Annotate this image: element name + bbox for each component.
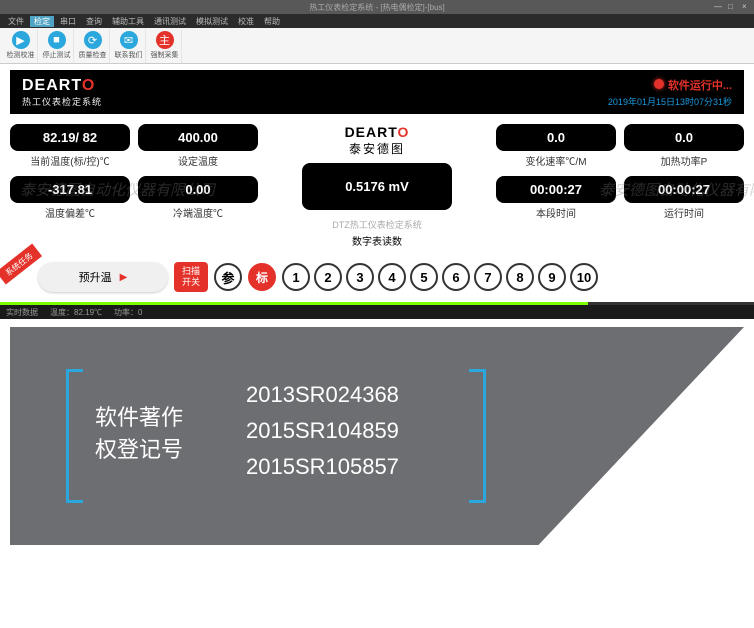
card-rate: 0.0 <box>496 124 616 151</box>
close-button[interactable]: × <box>742 3 750 11</box>
reading-card: 0.5176 mV <box>302 163 452 210</box>
card-seg-time: 00:00:27 <box>496 176 616 203</box>
status-block: 软件运行中... 2019年01月15日13时07分31秒 <box>608 77 732 108</box>
toolbar-button[interactable]: ■停止测试 <box>40 29 74 63</box>
statusbar: 实时数据 温度：82.19℃ 功率：0 <box>0 305 754 319</box>
card-power: 0.0 <box>624 124 744 151</box>
label-run-time: 运行时间 <box>624 205 744 220</box>
toolbar-icon: 主 <box>156 31 174 49</box>
brand-accent: O <box>82 77 95 94</box>
center-brand-sub: 泰安德图 <box>349 140 405 157</box>
logo: DEARTO 热工仪表检定系统 <box>22 77 102 108</box>
label-dev: 温度偏差℃ <box>10 205 130 220</box>
param-circle[interactable]: 参 <box>214 263 242 291</box>
label-power: 加热功率P <box>624 153 744 168</box>
menu-item[interactable]: 辅助工具 <box>108 16 148 27</box>
menu-item[interactable]: 校准 <box>234 16 258 27</box>
timestamp: 2019年01月15日13时07分31秒 <box>608 95 732 108</box>
minimize-button[interactable]: — <box>714 3 722 11</box>
card-cold: 0.00 <box>138 176 258 203</box>
label-curr-temp: 当前温度(标/控)℃ <box>10 153 130 168</box>
label-seg-time: 本段时间 <box>496 205 616 220</box>
menu-item[interactable]: 检定 <box>30 16 54 27</box>
card-set-temp: 400.00 <box>138 124 258 151</box>
statusbar-item: 温度：82.19℃ <box>50 307 102 318</box>
channel-circles: 12345678910 <box>282 263 598 291</box>
center-block: DEARTO 泰安德图 0.5176 mV DTZ热工仪表检定系统 数字表读数 <box>266 124 488 248</box>
standard-circle[interactable]: 标 <box>248 263 276 291</box>
toolbar-icon: ■ <box>48 31 66 49</box>
menu-item[interactable]: 模拟测试 <box>192 16 232 27</box>
channel-circle[interactable]: 10 <box>570 263 598 291</box>
titlebar: 热工仪表检定系统 - [热电偶检定]-[bus] — □ × <box>0 0 754 14</box>
status-text: 软件运行中... <box>668 80 732 92</box>
main-panel: 泰安德图自动化仪器有限公司 泰安德图自动化仪器有限公司 DEARTO 热工仪表检… <box>0 64 754 302</box>
toolbar-button[interactable]: ✉联系我们 <box>112 29 146 63</box>
preheat-button[interactable]: 预升温▶ <box>38 262 168 292</box>
channel-circle[interactable]: 9 <box>538 263 566 291</box>
channel-circle[interactable]: 2 <box>314 263 342 291</box>
menu-item[interactable]: 串口 <box>56 16 80 27</box>
channel-circle[interactable]: 8 <box>506 263 534 291</box>
scan-switch-button[interactable]: 扫描开关 <box>174 262 208 292</box>
brand-text: DEART <box>22 77 82 94</box>
toolbar-icon: ✉ <box>120 31 138 49</box>
metrics-grid: 82.19/ 82 当前温度(标/控)℃ -317.81 温度偏差℃ 400.00 设… <box>10 124 744 248</box>
toolbar-icon: ⟳ <box>84 31 102 49</box>
copyright-numbers: 2013SR0243682015SR1048592015SR105857 <box>246 377 399 485</box>
label-cold: 冷端温度℃ <box>138 205 258 220</box>
app-window: 热工仪表检定系统 - [热电偶检定]-[bus] — □ × 文件检定串口查询辅… <box>0 0 754 319</box>
toolbar-button[interactable]: ▶检测校准 <box>4 29 38 63</box>
brand-subtitle: 热工仪表检定系统 <box>22 95 102 108</box>
window-controls: — □ × <box>714 3 750 11</box>
statusbar-item: 功率：0 <box>114 307 142 318</box>
reading-label: 数字表读数 <box>352 233 402 248</box>
channel-circle[interactable]: 5 <box>410 263 438 291</box>
channel-circle[interactable]: 3 <box>346 263 374 291</box>
bottom-row: 系统任务 预升温▶ 扫描开关 参 标 12345678910 <box>10 262 744 302</box>
window-title: 热工仪表检定系统 - [热电偶检定]-[bus] <box>309 2 445 13</box>
channel-circle[interactable]: 7 <box>474 263 502 291</box>
channel-circle[interactable]: 4 <box>378 263 406 291</box>
statusbar-item: 实时数据 <box>6 307 38 318</box>
header: DEARTO 热工仪表检定系统 软件运行中... 2019年01月15日13时0… <box>10 70 744 114</box>
center-brand: DEART <box>345 124 398 140</box>
menu-item[interactable]: 帮助 <box>260 16 284 27</box>
bulb-icon <box>654 79 664 89</box>
toolbar-button[interactable]: 主强制采集 <box>148 29 182 63</box>
play-icon: ▶ <box>120 272 128 283</box>
copyright-label: 软件著作权登记号 <box>95 402 183 466</box>
toolbar-button[interactable]: ⟳质量检查 <box>76 29 110 63</box>
center-brand-accent: O <box>398 124 410 140</box>
maximize-button[interactable]: □ <box>728 3 736 11</box>
menu-item[interactable]: 查询 <box>82 16 106 27</box>
menu-item[interactable]: 文件 <box>4 16 28 27</box>
copyright-banner: 软件著作权登记号 2013SR0243682015SR1048592015SR1… <box>0 327 754 545</box>
toolbar-icon: ▶ <box>12 31 30 49</box>
card-dev: -317.81 <box>10 176 130 203</box>
label-rate: 变化速率℃/M <box>496 153 616 168</box>
channel-circle[interactable]: 1 <box>282 263 310 291</box>
toolbar: ▶检测校准■停止测试⟳质量检查✉联系我们主强制采集 <box>0 28 754 64</box>
channel-circle[interactable]: 6 <box>442 263 470 291</box>
dtz-text: DTZ热工仪表检定系统 <box>332 218 422 231</box>
menubar: 文件检定串口查询辅助工具通讯测试模拟测试校准帮助 <box>0 14 754 28</box>
menu-item[interactable]: 通讯测试 <box>150 16 190 27</box>
card-curr-temp: 82.19/ 82 <box>10 124 130 151</box>
card-run-time: 00:00:27 <box>624 176 744 203</box>
label-set-temp: 设定温度 <box>138 153 258 168</box>
task-ribbon: 系统任务 <box>0 244 42 285</box>
